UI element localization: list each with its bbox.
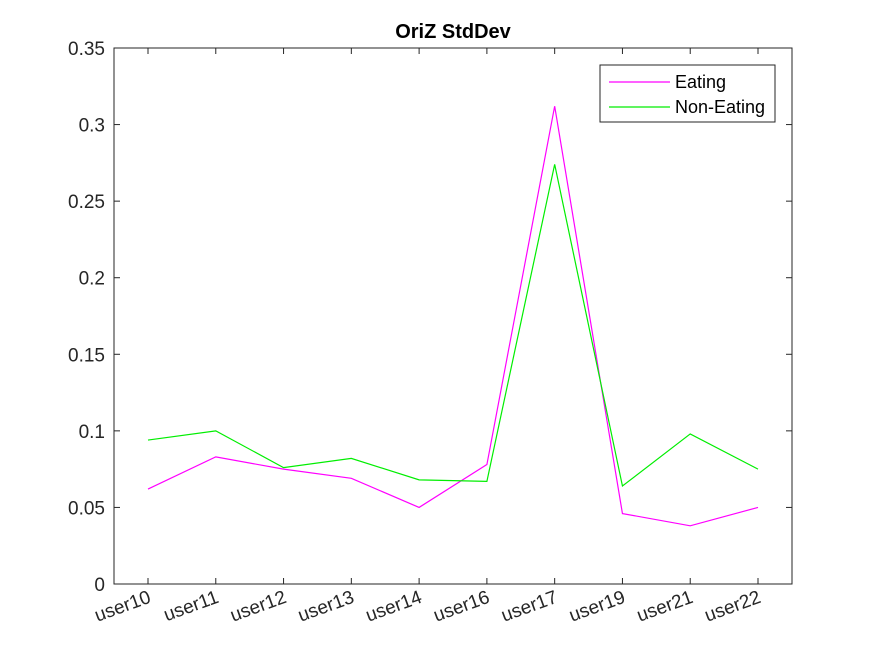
y-tick-label: 0.15 — [68, 345, 105, 366]
y-tick-label: 0 — [94, 575, 105, 596]
y-tick-label: 0.2 — [79, 269, 105, 290]
y-tick-label: 0.35 — [68, 39, 105, 60]
y-tick-label: 0.3 — [79, 116, 105, 137]
legend-label: Eating — [675, 72, 726, 92]
y-tick-label: 0.25 — [68, 192, 105, 213]
legend: Eating Non-Eating — [599, 64, 776, 123]
series-layer — [147, 106, 759, 527]
plot-frame — [113, 47, 793, 585]
plot-area — [114, 48, 792, 584]
series-line-eating — [147, 106, 759, 527]
chart-title: OriZ StdDev — [395, 21, 511, 43]
legend-box — [599, 64, 776, 123]
legend-label: Non-Eating — [675, 97, 765, 117]
y-tick-label: 0.05 — [68, 498, 105, 519]
y-tick-label: 0.1 — [79, 422, 105, 443]
series-line-non-eating — [147, 164, 759, 488]
